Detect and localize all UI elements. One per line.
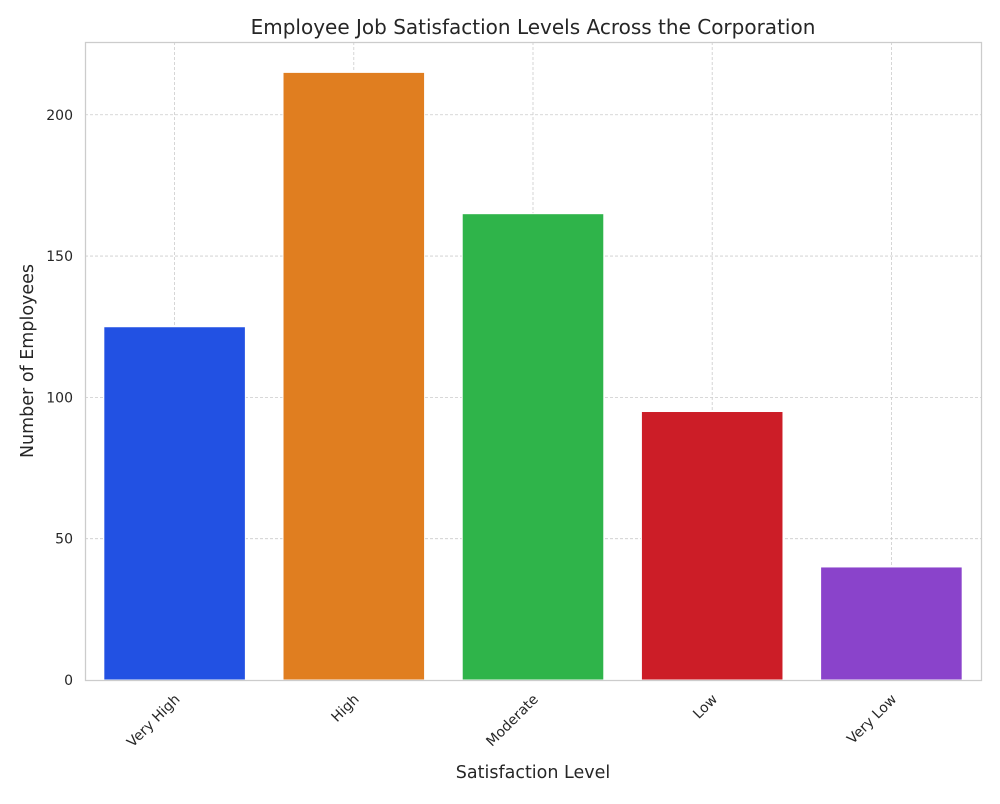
y-tick-label: 50 bbox=[55, 532, 73, 548]
bar-very-low bbox=[820, 566, 963, 681]
plot-frame bbox=[84, 41, 983, 682]
y-tick-label: 200 bbox=[46, 108, 73, 124]
bars bbox=[103, 71, 963, 681]
bar-very-high bbox=[103, 326, 246, 681]
y-axis-label: Number of Employees bbox=[18, 264, 38, 458]
y-tick-label: 0 bbox=[64, 673, 73, 689]
bar-low bbox=[640, 411, 784, 681]
x-tick-label: Low bbox=[690, 692, 721, 723]
x-tick-label: High bbox=[329, 692, 363, 726]
bar-high bbox=[282, 71, 426, 681]
x-axis-label: Satisfaction Level bbox=[456, 763, 610, 783]
bar-moderate bbox=[461, 213, 605, 681]
x-tick-label: Very Low bbox=[844, 692, 900, 748]
chart-title: Employee Job Satisfaction Levels Across … bbox=[251, 15, 816, 39]
x-axis-ticks: Very High High Moderate Low Very Low bbox=[124, 692, 900, 751]
y-axis-ticks: 0 50 100 150 200 bbox=[46, 108, 73, 689]
y-tick-label: 150 bbox=[46, 249, 73, 265]
x-tick-label: Very High bbox=[124, 692, 183, 751]
x-tick-label: Moderate bbox=[483, 692, 541, 750]
y-tick-label: 100 bbox=[46, 390, 73, 406]
